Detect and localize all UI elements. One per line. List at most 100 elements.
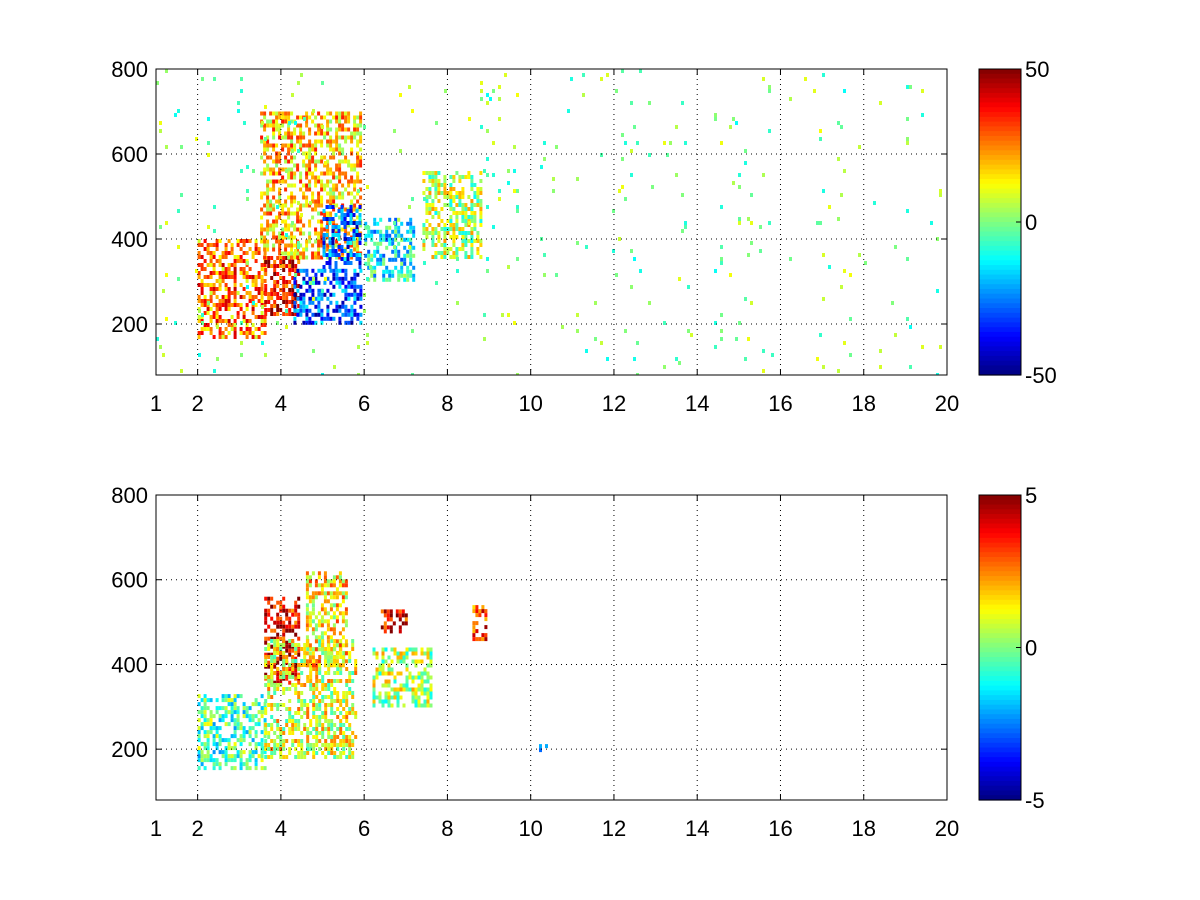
heatmap-cell: [405, 647, 409, 652]
heatmap-cell: [213, 205, 216, 209]
heatmap-cell: [221, 750, 225, 755]
heatmap-cell: [264, 292, 268, 296]
heatmap-cell: [346, 237, 350, 241]
heatmap-cell: [308, 179, 312, 184]
heatmap-cell: [346, 241, 350, 245]
heatmap-cell: [399, 655, 403, 660]
heatmap-cell: [470, 187, 474, 191]
heatmap-cell: [330, 711, 334, 715]
x-tick-label: 6: [358, 391, 370, 416]
heatmap-cell: [372, 695, 376, 700]
colorbar-band: [979, 140, 1021, 147]
heatmap-cell: [389, 609, 393, 614]
heatmap-cell: [236, 243, 240, 247]
heatmap-cell: [330, 751, 334, 755]
heatmap-cell: [388, 241, 392, 246]
heatmap-cell: [336, 679, 340, 683]
heatmap-cell: [338, 276, 342, 281]
heatmap-cell: [248, 247, 252, 251]
colorbar-band: [979, 198, 1021, 204]
heatmap-cell: [347, 284, 351, 289]
heatmap-cell: [434, 175, 438, 179]
heatmap-cell: [305, 175, 309, 180]
heatmap-cell: [311, 607, 315, 612]
heatmap-cell: [387, 703, 391, 708]
heatmap-cell: [372, 699, 376, 704]
heatmap-cell: [240, 353, 243, 357]
heatmap-cell: [297, 636, 301, 641]
heatmap-cell: [221, 267, 225, 271]
heatmap-cell: [294, 312, 298, 316]
heatmap-cell: [257, 718, 261, 723]
heatmap-cell: [906, 117, 909, 121]
heatmap-cell: [278, 239, 282, 244]
heatmap-cell: [350, 175, 354, 180]
heatmap-cell: [348, 675, 352, 679]
heatmap-cell: [300, 739, 304, 743]
heatmap-cell: [327, 663, 331, 667]
heatmap-cell: [414, 663, 418, 668]
heatmap-cell: [347, 191, 351, 196]
heatmap-cell: [224, 275, 228, 279]
heatmap-cell: [324, 747, 328, 751]
heatmap-cell: [400, 257, 404, 262]
heatmap-cell: [338, 111, 342, 116]
heatmap-cell: [624, 197, 627, 201]
heatmap-cell: [260, 215, 264, 220]
colorbar-band: [979, 771, 1021, 777]
heatmap-cell: [309, 743, 313, 747]
heatmap-cell: [287, 171, 291, 176]
heatmap-cell: [376, 221, 380, 226]
heatmap-cell: [320, 131, 324, 136]
heatmap-cell: [484, 609, 488, 614]
heatmap-cell: [305, 643, 309, 648]
heatmap-cell: [311, 611, 315, 616]
heatmap-cell: [840, 285, 843, 289]
heatmap-cell: [330, 699, 334, 703]
heatmap-cell: [325, 205, 329, 209]
heatmap-cell: [284, 115, 288, 120]
heatmap-cell: [378, 691, 382, 696]
heatmap-cell: [333, 735, 337, 739]
heatmap-cell: [297, 675, 301, 679]
colorbar-tick-label: 50: [1025, 57, 1049, 82]
heatmap-cell: [678, 361, 681, 365]
heatmap-cell: [273, 747, 277, 751]
heatmap-cell: [398, 613, 402, 618]
heatmap-cell: [420, 679, 424, 684]
colorbar-band: [979, 341, 1021, 347]
heatmap-cell: [350, 227, 354, 232]
heatmap-cell: [434, 187, 438, 191]
colorbar-band: [979, 188, 1021, 194]
heatmap-cell: [239, 738, 243, 743]
heatmap-cell: [338, 583, 342, 588]
heatmap-cell: [257, 315, 261, 319]
heatmap-cell: [338, 179, 342, 184]
heatmap-cell: [879, 101, 882, 105]
heatmap-cell: [305, 239, 309, 244]
heatmap-cell: [364, 261, 368, 266]
heatmap-cell: [375, 675, 379, 680]
heatmap-cell: [353, 131, 357, 136]
heatmap-cell: [404, 613, 408, 618]
heatmap-cell: [287, 207, 291, 212]
heatmap-cell: [470, 231, 474, 235]
heatmap-cell: [285, 256, 289, 260]
heatmap-cell: [339, 751, 343, 755]
heatmap-cell: [332, 207, 336, 212]
heatmap-cell: [302, 151, 306, 156]
heatmap-cell: [455, 171, 459, 175]
heatmap-cell: [213, 77, 216, 81]
heatmap-cell: [326, 659, 330, 664]
heatmap-cell: [290, 131, 294, 136]
heatmap-cell: [321, 683, 325, 687]
heatmap-cell: [279, 727, 283, 731]
heatmap-cell: [345, 699, 349, 703]
colorbar-band: [979, 336, 1021, 343]
heatmap-cell: [248, 734, 252, 739]
heatmap-cell: [291, 639, 295, 643]
heatmap-cell: [332, 191, 336, 196]
heatmap-cell: [396, 703, 400, 708]
heatmap-cell: [822, 189, 825, 193]
heatmap-cell: [165, 317, 168, 321]
